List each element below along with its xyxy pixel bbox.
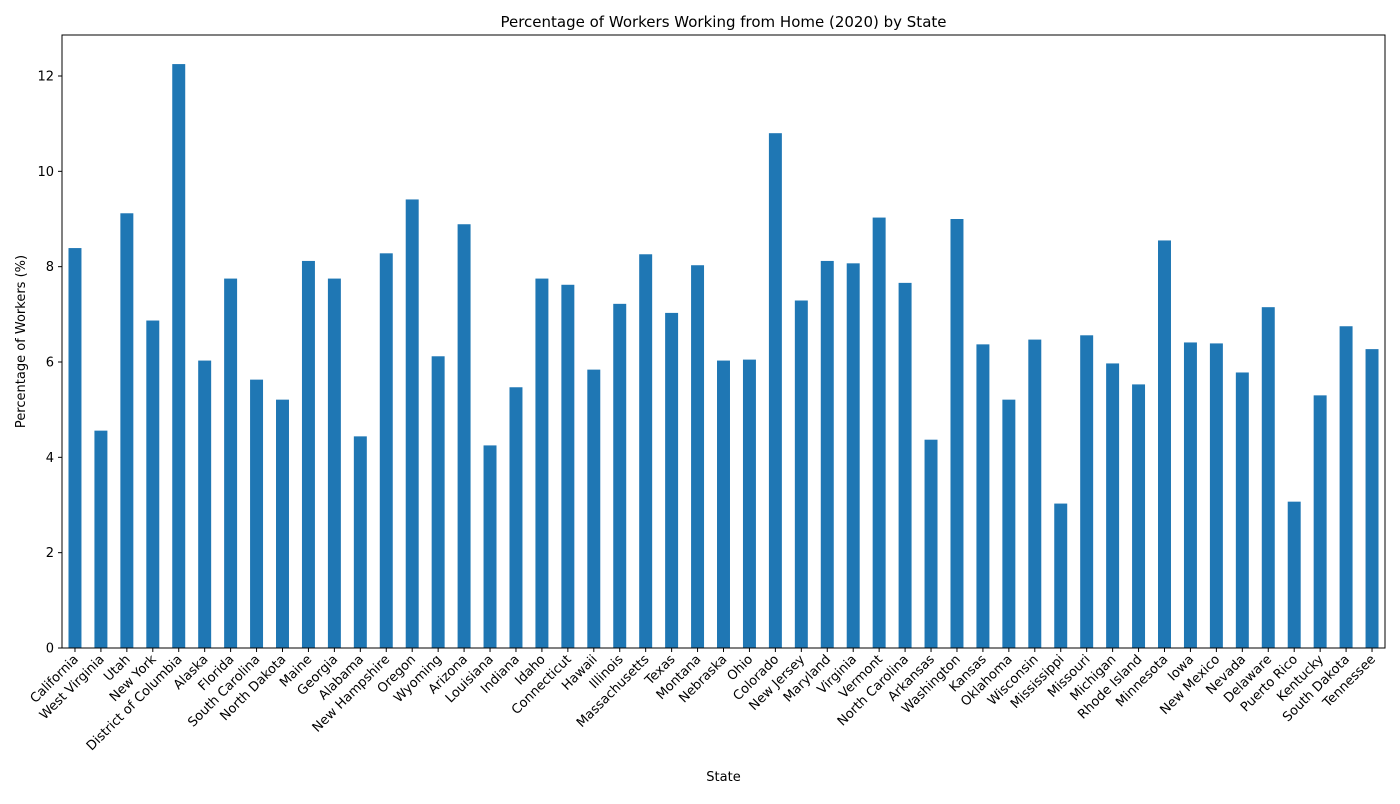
bar (1365, 349, 1379, 648)
y-tick-label: 10 (37, 165, 54, 180)
bar (976, 344, 990, 648)
y-tick-label: 12 (37, 69, 54, 84)
bar (1235, 372, 1249, 648)
bars-layer (68, 64, 1379, 649)
bar (1313, 395, 1327, 648)
bar (1209, 343, 1223, 648)
chart-title: Percentage of Workers Working from Home … (500, 13, 946, 31)
bar (327, 278, 341, 648)
bar (379, 253, 393, 648)
bar (1339, 326, 1353, 648)
bar (1080, 335, 1094, 648)
y-tick-label: 4 (46, 451, 54, 466)
bar (431, 356, 445, 648)
bar (898, 282, 912, 648)
bar (561, 284, 575, 648)
bar (120, 213, 134, 648)
bar (68, 248, 82, 648)
bar (639, 254, 653, 648)
bar (1132, 384, 1146, 648)
bar (94, 430, 108, 648)
y-axis-label: Percentage of Workers (%) (14, 255, 29, 428)
x-axis-label: State (706, 770, 740, 785)
bar (1106, 363, 1120, 648)
plot-frame (61, 34, 1386, 649)
bar (301, 260, 315, 648)
bar (872, 217, 886, 648)
bar (1002, 399, 1016, 648)
bar (846, 263, 860, 648)
bar (405, 199, 419, 648)
bar (587, 369, 601, 648)
bar (665, 312, 679, 648)
bar (353, 436, 367, 648)
y-axis: 0 2 4 6 8 10 12 (37, 69, 62, 657)
bar (146, 320, 160, 648)
y-tick-label: 6 (46, 355, 54, 370)
bar (1183, 342, 1197, 648)
y-tick-label: 8 (46, 260, 54, 275)
bar (691, 265, 705, 648)
bar (768, 133, 782, 648)
bar (1287, 501, 1301, 648)
bar (1261, 307, 1275, 648)
bar (276, 399, 289, 648)
bar (613, 303, 627, 648)
bar (224, 278, 238, 648)
bar (1158, 240, 1171, 648)
bar (483, 445, 497, 648)
bar (742, 359, 756, 648)
bar (1028, 339, 1042, 648)
y-tick-label: 0 (46, 642, 54, 657)
y-tick-label: 2 (46, 546, 54, 561)
bar (717, 360, 730, 648)
bar (198, 360, 212, 648)
bar (509, 387, 523, 648)
bar (172, 64, 186, 648)
bar (250, 379, 264, 648)
bar (535, 278, 549, 648)
bar (457, 224, 471, 649)
bar (950, 219, 964, 648)
bar (794, 300, 808, 648)
bar (820, 260, 834, 648)
bar (1054, 503, 1068, 648)
bar (924, 439, 938, 648)
